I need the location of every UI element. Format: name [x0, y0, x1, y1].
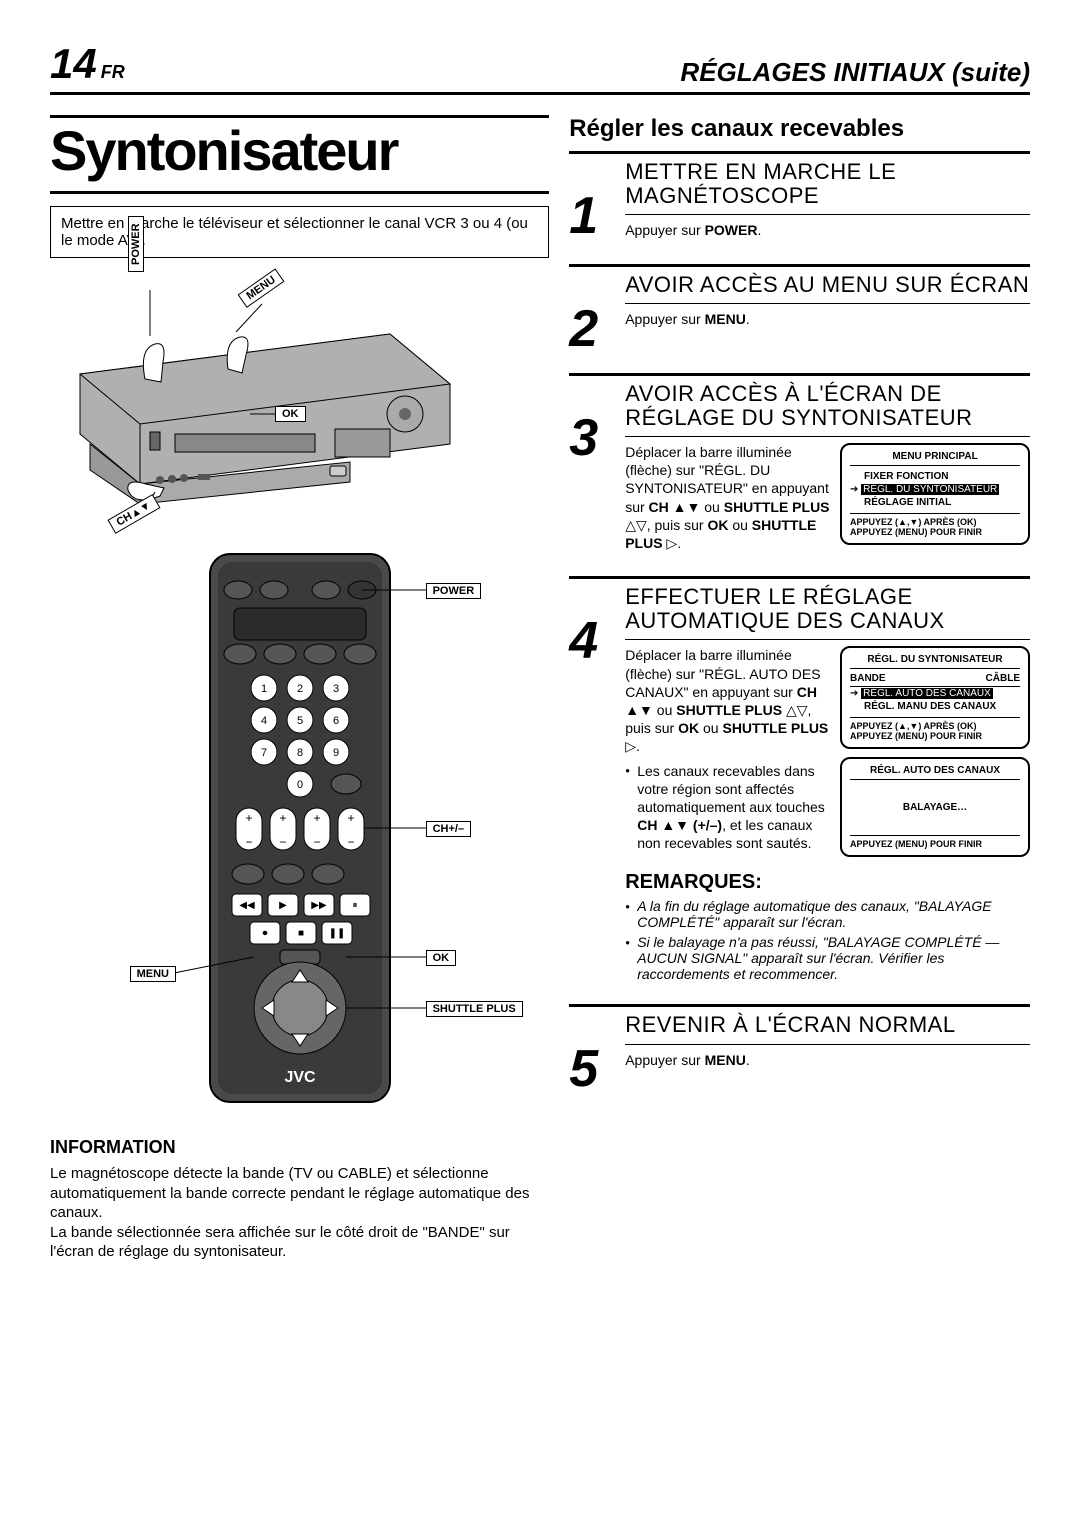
info-heading: INFORMATION: [50, 1137, 549, 1158]
svg-text:1: 1: [261, 683, 267, 695]
step-title: REVENIR À L'ÉCRAN NORMAL: [625, 1013, 1030, 1044]
step-body: REVENIR À L'ÉCRAN NORMAL Appuyer sur MENU…: [619, 1013, 1030, 1095]
svg-text:8: 8: [297, 747, 303, 759]
callout-remote-ch: CH+/–: [426, 821, 472, 837]
svg-text:4: 4: [261, 715, 267, 727]
brand-logo: JVC: [284, 1069, 316, 1086]
svg-text:+: +: [245, 811, 252, 825]
page-number: 14FR: [50, 40, 125, 88]
callout-remote-shuttle: SHUTTLE PLUS: [426, 1001, 523, 1017]
svg-text:−: −: [313, 835, 320, 849]
step-title: EFFECTUER LE RÉGLAGE AUTOMATIQUE DES CAN…: [625, 585, 1030, 640]
step-text: Appuyer sur POWER.: [625, 221, 1030, 239]
svg-text:6: 6: [333, 715, 339, 727]
page-num-digits: 14: [50, 40, 97, 87]
callout-remote-power: POWER: [426, 583, 482, 599]
svg-text:❚❚: ❚❚: [328, 928, 345, 939]
svg-text:◀◀: ◀◀: [239, 900, 255, 911]
page-header: 14FR RÉGLAGES INITIAUX (suite): [50, 40, 1030, 95]
step-number: 5: [569, 1043, 619, 1095]
svg-text:■: ■: [298, 928, 304, 939]
step: 5REVENIR À L'ÉCRAN NORMAL Appuyer sur MEN…: [569, 1004, 1030, 1095]
callout-vcr-ok: OK: [275, 406, 306, 422]
step-number: 3: [569, 412, 619, 559]
svg-text:2: 2: [297, 683, 303, 695]
step-body: EFFECTUER LE RÉGLAGE AUTOMATIQUE DES CAN…: [619, 585, 1030, 986]
step-title: AVOIR ACCÈS AU MENU SUR ÉCRAN: [625, 273, 1030, 304]
step-text: Déplacer la barre illuminée (flèche) sur…: [625, 646, 830, 755]
main-title-rule: Syntonisateur: [50, 115, 549, 194]
step: 2AVOIR ACCÈS AU MENU SUR ÉCRAN Appuyer su…: [569, 264, 1030, 355]
osd-box: RÉGL. AUTO DES CANAUXBALAYAGE…APPUYEZ (M…: [840, 757, 1030, 857]
remarques-list: A la fin du réglage automatique des cana…: [625, 898, 1030, 982]
step-title: METTRE EN MARCHE LE MAGNÉTOSCOPE: [625, 160, 1030, 215]
step-number: 2: [569, 303, 619, 355]
remarques-title: REMARQUES:: [625, 871, 1030, 894]
bullet-list: Les canaux recevables dans votre région …: [625, 762, 830, 853]
svg-text:3: 3: [333, 683, 339, 695]
svg-text:⏺: ⏺: [262, 928, 267, 939]
step: 3AVOIR ACCÈS À L'ÉCRAN DE RÉGLAGE DU SYN…: [569, 373, 1030, 559]
step-text: Appuyer sur MENU.: [625, 310, 1030, 328]
svg-text:⏸: ⏸: [352, 900, 357, 911]
svg-text:−: −: [347, 835, 354, 849]
step-number: 4: [569, 615, 619, 986]
step-body: METTRE EN MARCHE LE MAGNÉTOSCOPE Appuyer …: [619, 160, 1030, 246]
callout-remote-menu: MENU: [130, 966, 176, 982]
osd-box: MENU PRINCIPALFIXER FONCTION➔ RÉGL. DU S…: [840, 443, 1030, 545]
right-heading: Régler les canaux recevables: [569, 115, 1030, 143]
svg-text:▶▶: ▶▶: [311, 900, 327, 911]
step-text: Déplacer la barre illuminée (flèche) sur…: [625, 443, 830, 552]
step: 1METTRE EN MARCHE LE MAGNÉTOSCOPE Appuyer…: [569, 151, 1030, 246]
main-title: Syntonisateur: [50, 118, 549, 183]
step: 4EFFECTUER LE RÉGLAGE AUTOMATIQUE DES CA…: [569, 576, 1030, 986]
right-column: Régler les canaux recevables 1METTRE EN …: [569, 115, 1030, 1262]
step-body: AVOIR ACCÈS AU MENU SUR ÉCRAN Appuyer sur…: [619, 273, 1030, 355]
osd-box: RÉGL. DU SYNTONISATEURBANDECÂBLE➔ RÉGL. …: [840, 646, 1030, 749]
step-number: 1: [569, 190, 619, 246]
page-lang: FR: [101, 62, 125, 82]
svg-text:7: 7: [261, 747, 267, 759]
step-body: AVOIR ACCÈS À L'ÉCRAN DE RÉGLAGE DU SYNT…: [619, 382, 1030, 559]
svg-text:+: +: [347, 811, 354, 825]
svg-text:+: +: [313, 811, 320, 825]
svg-text:9: 9: [333, 747, 339, 759]
svg-text:5: 5: [297, 715, 303, 727]
info-body: Le magnétoscope détecte la bande (TV ou …: [50, 1164, 549, 1262]
svg-text:▶: ▶: [279, 900, 287, 911]
svg-text:−: −: [279, 835, 286, 849]
left-column: Syntonisateur Mettre en marche le télévi…: [50, 115, 549, 1262]
callout-remote-ok: OK: [426, 950, 457, 966]
intro-box: Mettre en marche le téléviseur et sélect…: [50, 206, 549, 258]
vcr-diagram: POWER MENU OK CH▲▼: [50, 274, 549, 524]
callout-vcr-power: POWER: [128, 216, 144, 272]
svg-text:0: 0: [297, 779, 303, 791]
svg-text:+: +: [279, 811, 286, 825]
step-title: AVOIR ACCÈS À L'ÉCRAN DE RÉGLAGE DU SYNT…: [625, 382, 1030, 437]
remote-diagram: 1 2 3 4 5 6 7 8 9 0 + − + − + − + −: [130, 548, 470, 1113]
section-title: RÉGLAGES INITIAUX (suite): [680, 57, 1030, 88]
svg-text:−: −: [245, 835, 252, 849]
step-text: Appuyer sur MENU.: [625, 1051, 1030, 1069]
